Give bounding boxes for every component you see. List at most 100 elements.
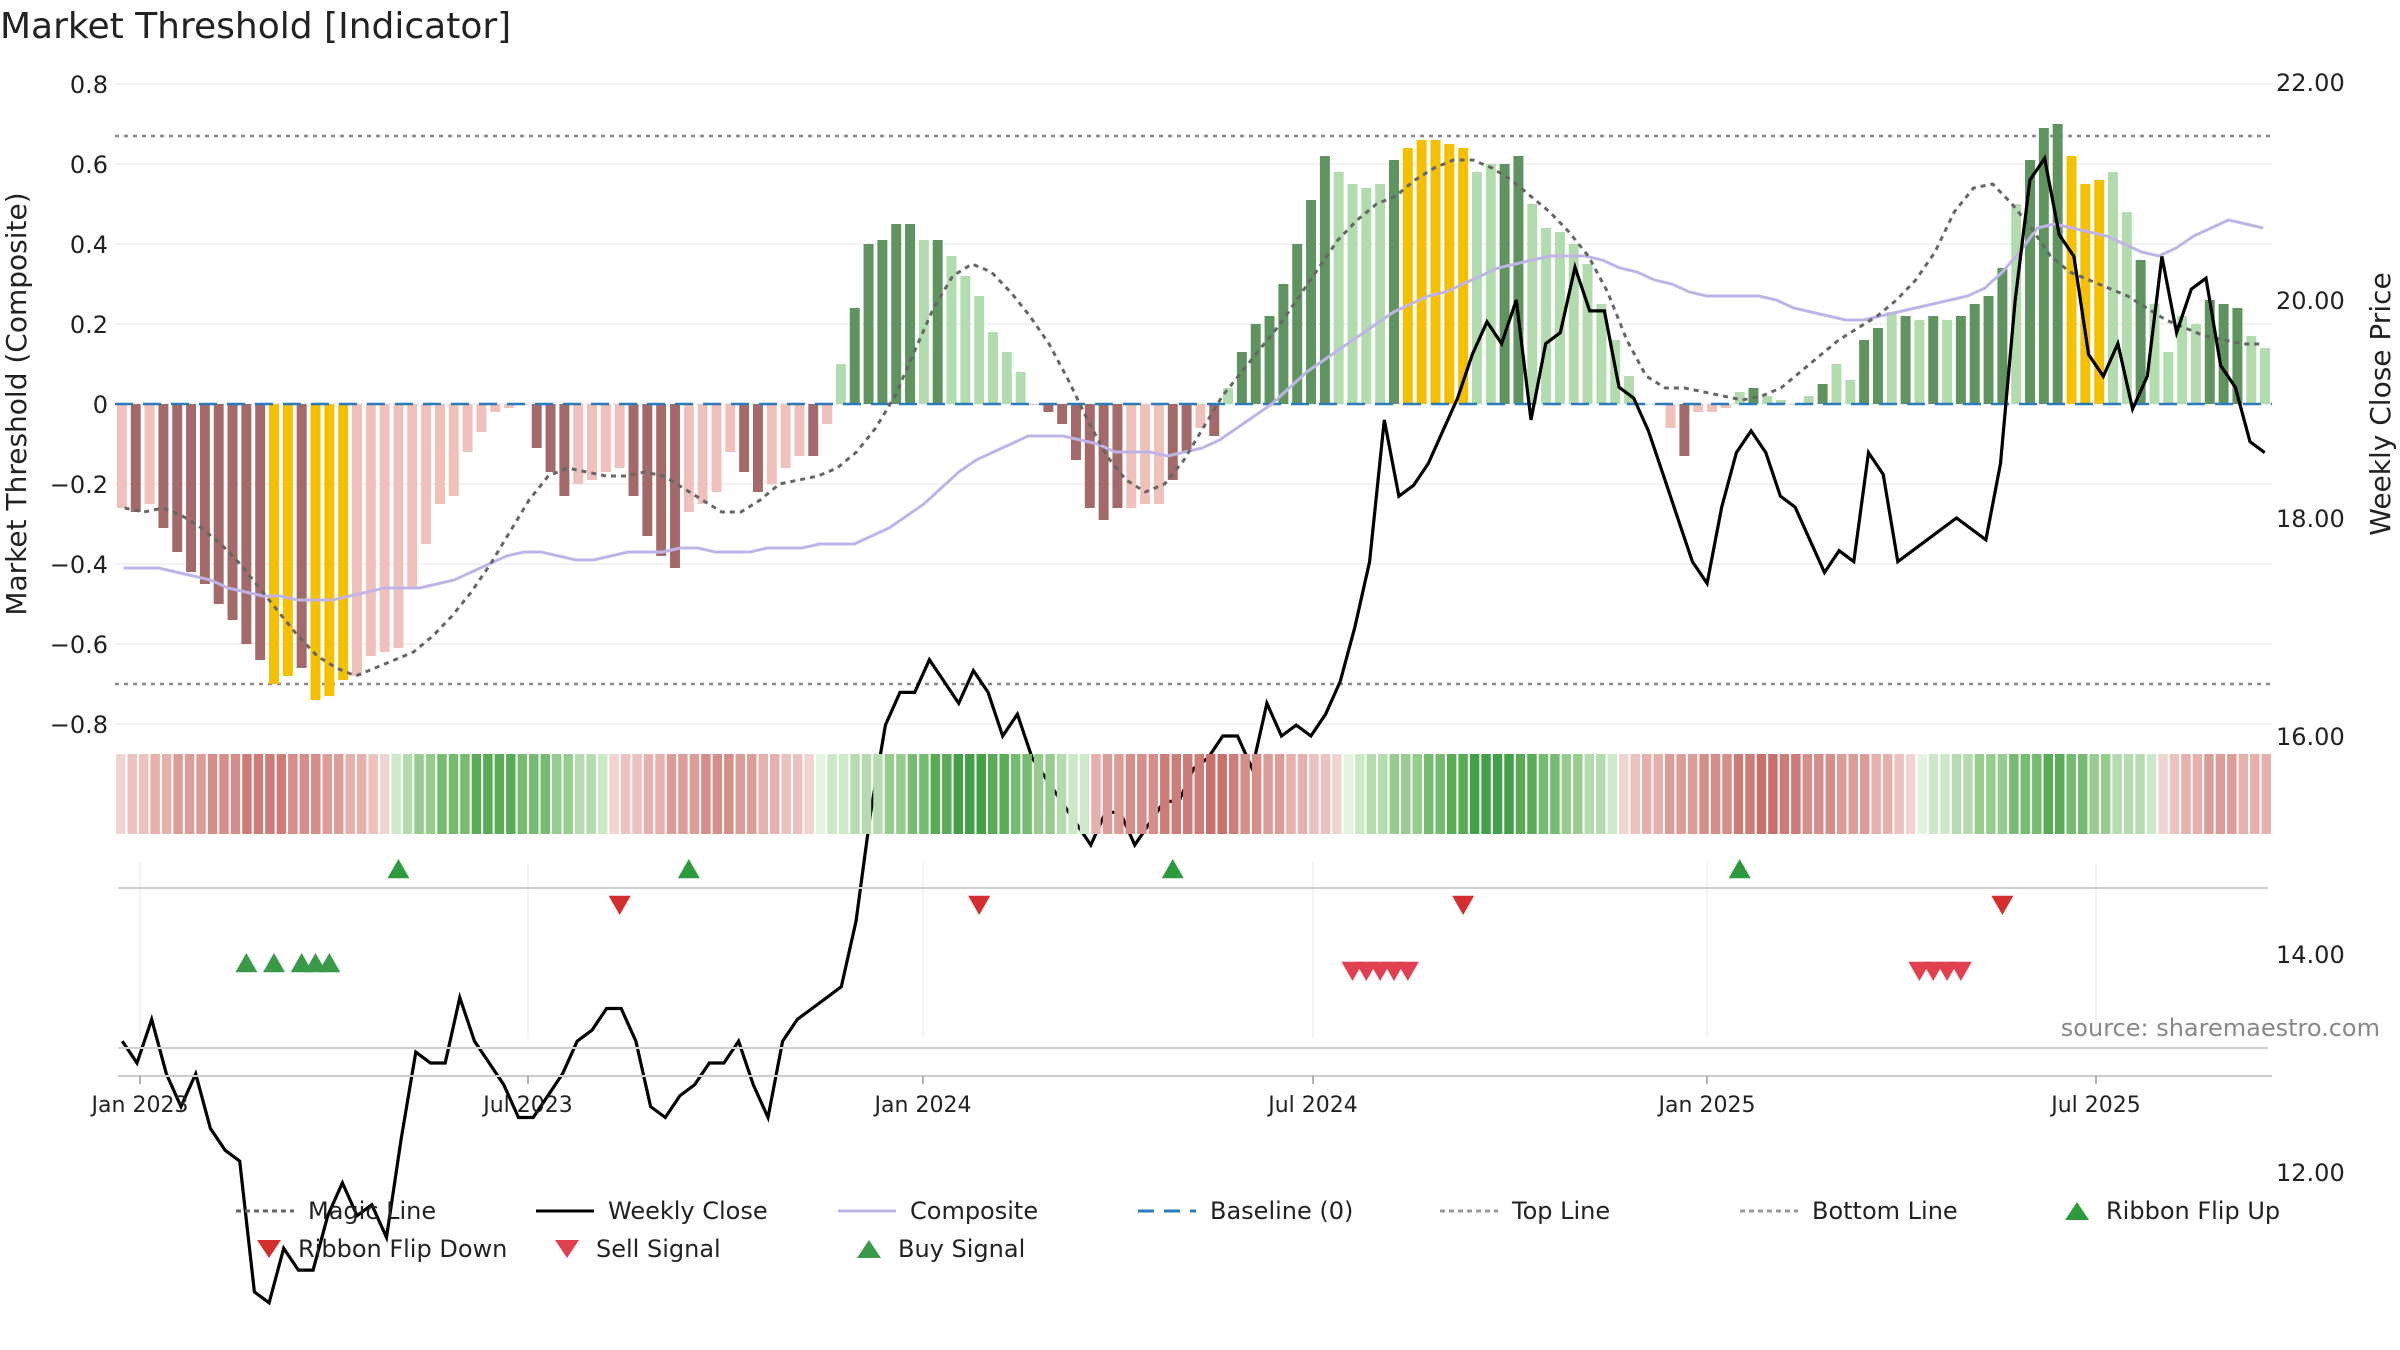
x-tick-label: Jan 2025 bbox=[1657, 1093, 1756, 1118]
composite-bar bbox=[2218, 304, 2229, 404]
ribbon-cell bbox=[1251, 754, 1262, 834]
composite-bar bbox=[1955, 316, 1966, 404]
ribbon-cell bbox=[2238, 754, 2249, 834]
ribbon-cell bbox=[1561, 754, 1572, 834]
ribbon-cell bbox=[1401, 754, 1411, 834]
legend-label: Ribbon Flip Up bbox=[2106, 1197, 2281, 1225]
composite-bar bbox=[739, 404, 750, 472]
ribbon-cell bbox=[1963, 754, 1973, 834]
ribbon-cell bbox=[1446, 754, 1457, 834]
buy-signal-marker bbox=[318, 953, 341, 973]
composite-bar bbox=[988, 332, 998, 404]
chart-title: Market Threshold [Indicator] bbox=[0, 6, 512, 47]
y2-tick-label: 16.00 bbox=[2276, 723, 2345, 751]
composite-bar bbox=[116, 404, 127, 508]
legend-label: Top Line bbox=[1512, 1197, 1611, 1225]
ribbon-cell bbox=[1435, 754, 1445, 834]
ribbon-cell bbox=[620, 754, 631, 834]
ribbon-cell bbox=[1607, 754, 1618, 834]
composite-bar bbox=[1803, 396, 1814, 404]
ribbon-cell bbox=[574, 754, 585, 834]
composite-bar bbox=[1499, 164, 1510, 404]
composite-bar bbox=[2260, 348, 2271, 404]
ribbon-cell bbox=[815, 754, 826, 834]
ribbon-cell bbox=[288, 754, 298, 834]
ribbon-cell bbox=[2215, 754, 2226, 834]
composite-bar bbox=[2246, 336, 2257, 404]
ribbon-cell bbox=[1710, 754, 1721, 834]
composite-bar bbox=[1264, 316, 1275, 404]
legend-label: Composite bbox=[910, 1197, 1039, 1225]
composite-bar bbox=[1278, 284, 1289, 404]
composite-bar bbox=[282, 404, 293, 676]
composite-bar bbox=[683, 404, 694, 512]
ribbon-cell bbox=[1343, 754, 1354, 834]
ribbon-flip-up-marker bbox=[1161, 859, 1184, 879]
y2-tick-label: 14.00 bbox=[2276, 941, 2345, 969]
ribbon-cell bbox=[219, 754, 229, 834]
ribbon-cell bbox=[127, 754, 137, 834]
ribbon-cell bbox=[632, 754, 642, 834]
composite-bar bbox=[1209, 404, 1220, 436]
ribbon-cell bbox=[1596, 754, 1606, 834]
ribbon-cell bbox=[1859, 754, 1870, 834]
composite-bar bbox=[766, 404, 777, 484]
ribbon-cell bbox=[1240, 754, 1250, 834]
ribbon-cell bbox=[1779, 754, 1790, 834]
sell-signal-marker bbox=[1936, 961, 1959, 981]
composite-bar bbox=[1458, 148, 1469, 404]
ribbon-cell bbox=[230, 754, 241, 834]
ribbon-cell bbox=[2158, 754, 2168, 834]
sell-signal-marker bbox=[1396, 961, 1419, 981]
ribbon-cell bbox=[207, 754, 218, 834]
y-tick-label: 0.6 bbox=[70, 151, 108, 179]
composite-bar bbox=[1361, 188, 1372, 404]
composite-bar bbox=[1582, 264, 1593, 404]
composite-bar bbox=[338, 404, 349, 680]
composite-bar bbox=[255, 404, 266, 660]
composite-bar bbox=[960, 276, 971, 404]
ribbon-cell bbox=[2192, 754, 2203, 834]
legend-label: Baseline (0) bbox=[1210, 1197, 1354, 1225]
x-tick-label: Jan 2023 bbox=[90, 1093, 189, 1118]
composite-bar bbox=[462, 404, 473, 452]
legend-item: Weekly Close bbox=[536, 1196, 768, 1226]
ribbon-cell bbox=[1699, 754, 1709, 834]
y-tick-label: −0.8 bbox=[50, 711, 108, 739]
ribbon-cell bbox=[1687, 754, 1698, 834]
composite-bar bbox=[2052, 124, 2063, 404]
ribbon-cell bbox=[506, 754, 516, 834]
legend-item: Composite bbox=[838, 1196, 1038, 1226]
ribbon-cell bbox=[712, 754, 723, 834]
ribbon-cell bbox=[1492, 754, 1503, 834]
composite-bar bbox=[974, 296, 985, 404]
ribbon-cell bbox=[1504, 754, 1514, 834]
ribbon-cell bbox=[1538, 754, 1549, 834]
legend-swatch bbox=[857, 1240, 881, 1258]
ribbon-cell bbox=[1355, 754, 1365, 834]
composite-bar bbox=[642, 404, 653, 536]
ribbon-cell bbox=[2123, 754, 2134, 834]
sell-signal-marker bbox=[1908, 961, 1931, 981]
legend-label: Weekly Close bbox=[608, 1197, 768, 1225]
composite-bar bbox=[614, 404, 625, 468]
composite-bar bbox=[1693, 404, 1704, 412]
ribbon-cell bbox=[2169, 754, 2180, 834]
composite-bar bbox=[2232, 308, 2243, 404]
ribbon-flip-up-marker bbox=[677, 859, 700, 879]
y-tick-label: 0.8 bbox=[70, 71, 108, 99]
y-tick-label: −0.6 bbox=[50, 631, 108, 659]
ribbon-cell bbox=[1573, 754, 1583, 834]
composite-bar bbox=[794, 404, 805, 456]
buy-signal-marker bbox=[304, 953, 327, 973]
ribbon-cell bbox=[138, 754, 149, 834]
ribbon-cell bbox=[2112, 754, 2122, 834]
legend-label: Bottom Line bbox=[1812, 1197, 1958, 1225]
ribbon-cell bbox=[643, 754, 654, 834]
composite-bar bbox=[1665, 404, 1676, 428]
sell-signal-marker bbox=[1949, 961, 1972, 981]
sell-signal-marker bbox=[1382, 961, 1405, 981]
composite-bar bbox=[1554, 232, 1565, 404]
composite-bar bbox=[1776, 400, 1787, 404]
